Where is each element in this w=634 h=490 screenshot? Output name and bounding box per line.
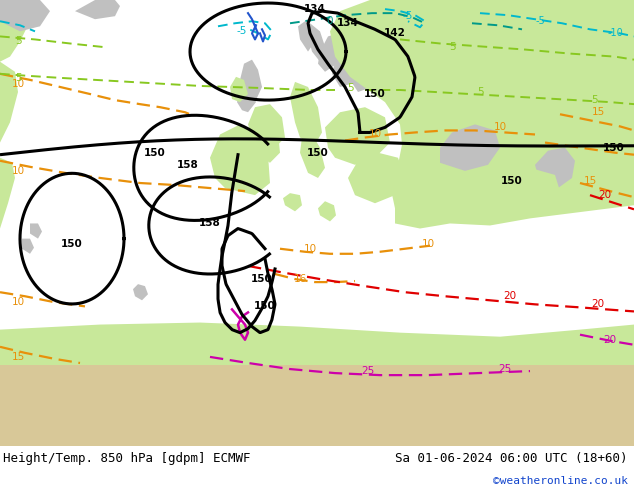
Text: 5: 5 — [15, 73, 22, 83]
Text: 5: 5 — [477, 87, 483, 97]
Text: 25: 25 — [361, 366, 375, 376]
Text: Sa 01-06-2024 06:00 UTC (18+60): Sa 01-06-2024 06:00 UTC (18+60) — [395, 452, 628, 465]
Text: 0: 0 — [327, 16, 333, 26]
Text: 10: 10 — [368, 129, 382, 140]
Polygon shape — [350, 64, 378, 92]
Text: 20: 20 — [592, 299, 605, 309]
Polygon shape — [255, 114, 280, 163]
Polygon shape — [230, 77, 248, 102]
Polygon shape — [0, 322, 634, 446]
Text: -5: -5 — [535, 16, 545, 26]
Text: 5: 5 — [347, 83, 353, 93]
Text: 5: 5 — [15, 36, 22, 47]
Text: 10: 10 — [11, 166, 25, 176]
Polygon shape — [237, 87, 256, 112]
Polygon shape — [283, 193, 302, 211]
Text: 134: 134 — [304, 4, 326, 14]
Text: 150: 150 — [307, 147, 329, 158]
Text: -5: -5 — [237, 26, 247, 36]
Text: 150: 150 — [251, 274, 273, 284]
Polygon shape — [30, 223, 42, 239]
Text: 15: 15 — [592, 107, 605, 117]
Text: 142: 142 — [384, 28, 406, 38]
Text: 10: 10 — [304, 244, 316, 254]
Text: 20: 20 — [503, 291, 517, 301]
Text: 16: 16 — [294, 274, 307, 284]
Text: 158: 158 — [177, 160, 199, 170]
Text: 10: 10 — [422, 239, 434, 249]
Text: 150: 150 — [61, 239, 83, 249]
Polygon shape — [0, 365, 634, 446]
Polygon shape — [318, 201, 336, 221]
Text: 5: 5 — [592, 95, 598, 105]
Polygon shape — [332, 51, 368, 87]
Polygon shape — [325, 107, 390, 165]
Text: 150: 150 — [364, 89, 386, 99]
Polygon shape — [240, 60, 262, 102]
Text: ©weatheronline.co.uk: ©weatheronline.co.uk — [493, 476, 628, 486]
Polygon shape — [298, 21, 315, 51]
Text: 134: 134 — [337, 18, 359, 28]
Text: 10: 10 — [11, 297, 25, 307]
Polygon shape — [0, 0, 50, 31]
Text: 20: 20 — [598, 190, 612, 200]
Text: Height/Temp. 850 hPa [gdpm] ECMWF: Height/Temp. 850 hPa [gdpm] ECMWF — [3, 452, 250, 465]
Polygon shape — [133, 284, 148, 300]
Polygon shape — [0, 62, 18, 163]
Text: 150: 150 — [501, 176, 523, 186]
Text: 25: 25 — [498, 364, 512, 374]
Polygon shape — [0, 158, 15, 244]
Polygon shape — [308, 23, 325, 62]
Polygon shape — [435, 168, 560, 205]
Text: -10: -10 — [607, 28, 623, 38]
Polygon shape — [330, 0, 634, 228]
Polygon shape — [22, 239, 34, 254]
Polygon shape — [75, 0, 120, 19]
Polygon shape — [348, 153, 405, 203]
Text: 150: 150 — [254, 301, 276, 311]
Polygon shape — [318, 33, 345, 72]
Text: 5: 5 — [449, 42, 455, 51]
Polygon shape — [290, 82, 322, 145]
Polygon shape — [535, 147, 575, 188]
Text: 150: 150 — [603, 143, 625, 152]
Text: 150: 150 — [144, 147, 166, 158]
Text: -5: -5 — [403, 11, 413, 21]
Text: 15: 15 — [583, 176, 597, 186]
Text: 10: 10 — [493, 122, 507, 132]
Polygon shape — [210, 124, 270, 195]
Polygon shape — [440, 124, 500, 171]
Polygon shape — [0, 0, 30, 62]
Text: 10: 10 — [11, 79, 25, 89]
Polygon shape — [248, 104, 285, 147]
Text: 20: 20 — [604, 335, 616, 345]
Text: 15: 15 — [11, 352, 25, 362]
Polygon shape — [300, 134, 325, 178]
Text: 158: 158 — [199, 219, 221, 228]
